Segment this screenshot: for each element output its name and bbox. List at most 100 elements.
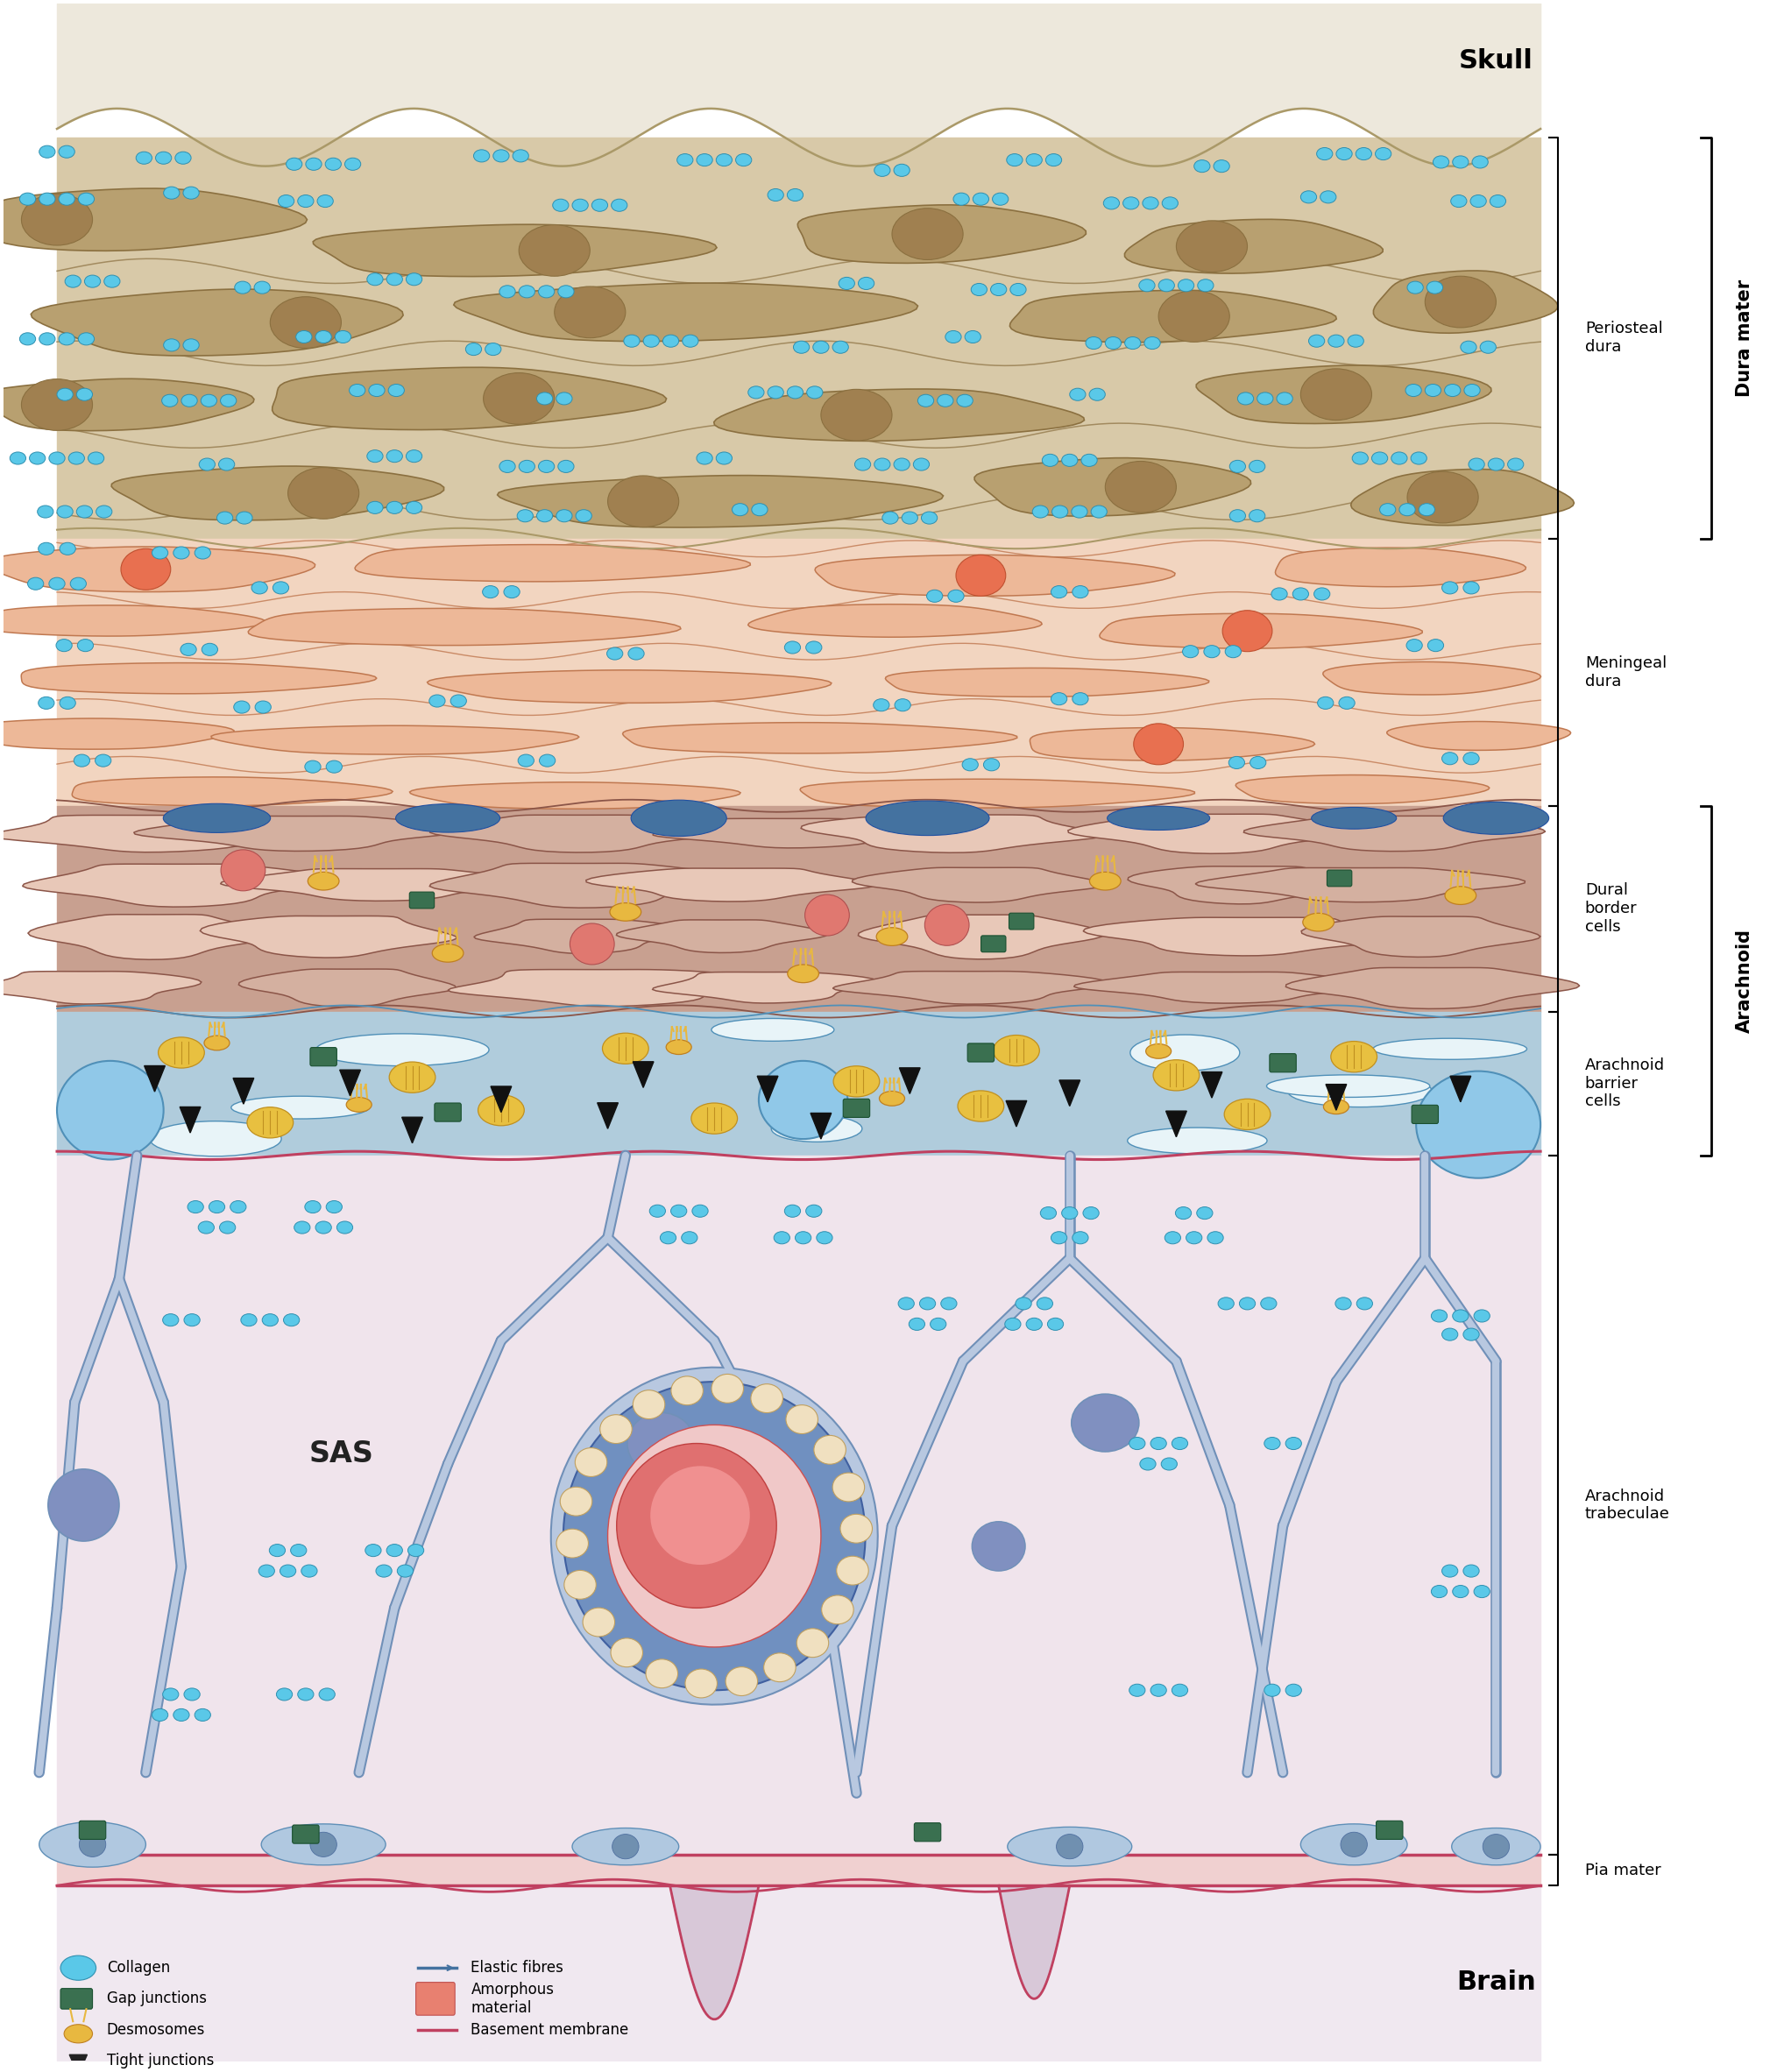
Polygon shape	[1236, 775, 1490, 804]
Polygon shape	[633, 1061, 653, 1088]
Ellipse shape	[1375, 147, 1392, 160]
Ellipse shape	[537, 510, 553, 522]
FancyBboxPatch shape	[844, 1098, 871, 1117]
Ellipse shape	[219, 458, 235, 470]
Ellipse shape	[894, 458, 910, 470]
Ellipse shape	[194, 1709, 211, 1722]
Ellipse shape	[1008, 1828, 1131, 1867]
Ellipse shape	[876, 928, 908, 945]
Ellipse shape	[1229, 460, 1245, 472]
Ellipse shape	[1356, 1297, 1372, 1310]
Ellipse shape	[182, 394, 198, 406]
Ellipse shape	[633, 1390, 665, 1419]
Ellipse shape	[858, 278, 874, 290]
Ellipse shape	[517, 510, 533, 522]
Ellipse shape	[27, 578, 43, 591]
Ellipse shape	[1226, 644, 1242, 657]
Ellipse shape	[1301, 191, 1317, 203]
Ellipse shape	[305, 157, 321, 170]
Ellipse shape	[1124, 338, 1140, 350]
Ellipse shape	[21, 195, 93, 244]
FancyBboxPatch shape	[1010, 914, 1035, 930]
Ellipse shape	[432, 945, 464, 961]
Ellipse shape	[880, 1092, 904, 1106]
Ellipse shape	[874, 698, 890, 711]
Ellipse shape	[1138, 280, 1154, 292]
Ellipse shape	[751, 503, 767, 516]
Polygon shape	[833, 972, 1108, 1005]
Polygon shape	[29, 914, 277, 959]
Ellipse shape	[1474, 1585, 1490, 1598]
Ellipse shape	[11, 452, 25, 464]
Ellipse shape	[482, 586, 498, 599]
Ellipse shape	[855, 458, 871, 470]
Ellipse shape	[57, 506, 73, 518]
Ellipse shape	[1461, 342, 1477, 354]
Ellipse shape	[284, 1314, 300, 1326]
Text: Basement membrane: Basement membrane	[471, 2022, 630, 2037]
Ellipse shape	[573, 199, 589, 211]
Ellipse shape	[924, 903, 969, 945]
Ellipse shape	[150, 1121, 282, 1156]
Ellipse shape	[612, 199, 628, 211]
Ellipse shape	[159, 1038, 205, 1067]
Ellipse shape	[1356, 147, 1372, 160]
Polygon shape	[1029, 727, 1315, 760]
Ellipse shape	[78, 193, 95, 205]
Polygon shape	[0, 719, 234, 750]
Polygon shape	[623, 723, 1017, 754]
Ellipse shape	[301, 1564, 318, 1577]
Ellipse shape	[368, 501, 384, 514]
Ellipse shape	[285, 157, 301, 170]
Ellipse shape	[576, 510, 592, 522]
Ellipse shape	[1441, 582, 1458, 595]
FancyBboxPatch shape	[78, 1821, 105, 1840]
Ellipse shape	[20, 193, 36, 205]
Ellipse shape	[953, 193, 969, 205]
Ellipse shape	[592, 199, 608, 211]
Text: Periosteal
dura: Periosteal dura	[1584, 321, 1663, 354]
Polygon shape	[498, 474, 944, 528]
Ellipse shape	[59, 543, 75, 555]
Ellipse shape	[1238, 392, 1254, 404]
Ellipse shape	[194, 547, 211, 559]
FancyBboxPatch shape	[293, 1825, 319, 1844]
Ellipse shape	[608, 477, 678, 526]
Ellipse shape	[218, 512, 234, 524]
Ellipse shape	[29, 452, 45, 464]
Ellipse shape	[84, 276, 100, 288]
Ellipse shape	[369, 383, 385, 396]
Ellipse shape	[1070, 387, 1086, 400]
Ellipse shape	[1053, 506, 1069, 518]
Ellipse shape	[1450, 195, 1466, 207]
Ellipse shape	[1072, 692, 1088, 704]
Ellipse shape	[628, 1413, 694, 1475]
Ellipse shape	[874, 458, 890, 470]
Ellipse shape	[280, 1564, 296, 1577]
Ellipse shape	[1441, 752, 1458, 765]
Ellipse shape	[715, 153, 731, 166]
Ellipse shape	[612, 1834, 639, 1859]
Ellipse shape	[162, 1689, 178, 1701]
Ellipse shape	[316, 1034, 489, 1065]
Polygon shape	[799, 779, 1195, 808]
Ellipse shape	[344, 157, 360, 170]
Ellipse shape	[164, 340, 180, 352]
Ellipse shape	[346, 1098, 371, 1113]
Ellipse shape	[926, 591, 942, 603]
Ellipse shape	[797, 1629, 828, 1658]
Ellipse shape	[1033, 506, 1049, 518]
Ellipse shape	[1129, 1685, 1145, 1697]
Polygon shape	[1243, 816, 1545, 852]
Ellipse shape	[136, 151, 152, 164]
Ellipse shape	[1315, 588, 1329, 601]
Ellipse shape	[1309, 336, 1326, 348]
Ellipse shape	[940, 1297, 956, 1310]
Ellipse shape	[1042, 454, 1058, 466]
Ellipse shape	[1145, 1044, 1172, 1059]
Polygon shape	[858, 914, 1104, 959]
Ellipse shape	[473, 149, 489, 162]
Polygon shape	[653, 972, 880, 1003]
Ellipse shape	[326, 1200, 343, 1212]
Ellipse shape	[1265, 1685, 1281, 1697]
